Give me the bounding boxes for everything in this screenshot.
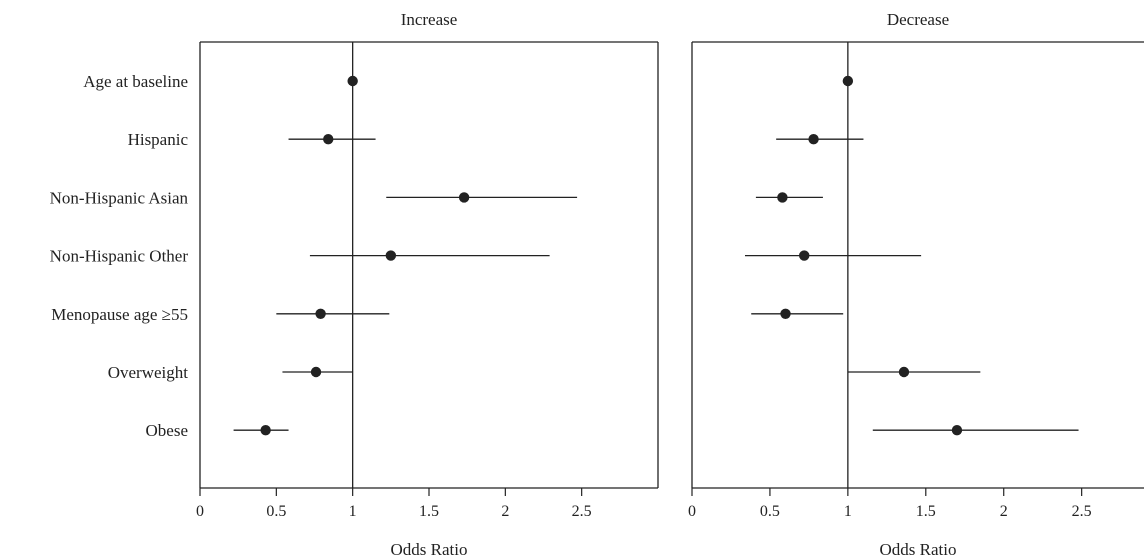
decrease-point-estimate bbox=[898, 366, 910, 378]
row-label: Age at baseline bbox=[83, 72, 188, 91]
increase-point-estimate bbox=[315, 308, 326, 319]
decrease-x-tick-label: 0 bbox=[688, 503, 696, 520]
decrease-point-estimate bbox=[808, 134, 819, 145]
row-label: Overweight bbox=[108, 363, 189, 382]
decrease-panel-title: Decrease bbox=[887, 10, 949, 29]
increase-point-estimate bbox=[323, 134, 334, 145]
decrease-x-tick-label: 2.5 bbox=[1072, 503, 1092, 520]
decrease-x-tick-label: 2 bbox=[1000, 503, 1008, 520]
row-label: Menopause age ≥55 bbox=[51, 305, 188, 324]
row-label: Hispanic bbox=[128, 130, 189, 149]
decrease-x-tick-label: 0.5 bbox=[760, 503, 780, 520]
row-label: Obese bbox=[146, 421, 188, 440]
decrease-point-estimate bbox=[799, 250, 810, 261]
increase-point-estimate bbox=[458, 192, 470, 203]
decrease-x-tick-label: 1 bbox=[844, 503, 852, 520]
increase-x-tick-label: 2 bbox=[501, 503, 509, 520]
increase-x-tick-label: 0.5 bbox=[266, 503, 286, 520]
increase-point-estimate bbox=[260, 425, 271, 436]
decrease-x-axis-label: Odds Ratio bbox=[880, 540, 957, 559]
decrease-point-estimate bbox=[842, 75, 854, 87]
increase-x-tick-label: 1.5 bbox=[419, 503, 439, 520]
decrease-x-tick-label: 1.5 bbox=[916, 503, 936, 520]
increase-x-tick-label: 0 bbox=[196, 503, 204, 520]
row-label: Non-Hispanic Asian bbox=[50, 188, 189, 207]
decrease-point-estimate bbox=[777, 192, 788, 203]
panel-increase: Increase 0 0.5 1 1.5 2 2.5 Odds Ratio Age at bas… bbox=[50, 10, 659, 559]
increase-point-estimate bbox=[310, 366, 322, 378]
row-label: Non-Hispanic Other bbox=[50, 247, 189, 266]
panel-decrease: Decrease 0 0.5 1 1.5 2 2.5 Odds Ratio bbox=[688, 10, 1144, 559]
decrease-point-estimate bbox=[780, 308, 791, 319]
increase-panel-title: Increase bbox=[401, 10, 458, 29]
increase-x-tick-label: 1 bbox=[349, 503, 357, 520]
increase-point-estimate bbox=[347, 75, 358, 87]
decrease-point-estimate bbox=[951, 425, 963, 436]
increase-point-estimate bbox=[385, 250, 397, 261]
increase-x-tick-label: 2.5 bbox=[572, 503, 592, 520]
increase-x-axis-label: Odds Ratio bbox=[391, 540, 468, 559]
